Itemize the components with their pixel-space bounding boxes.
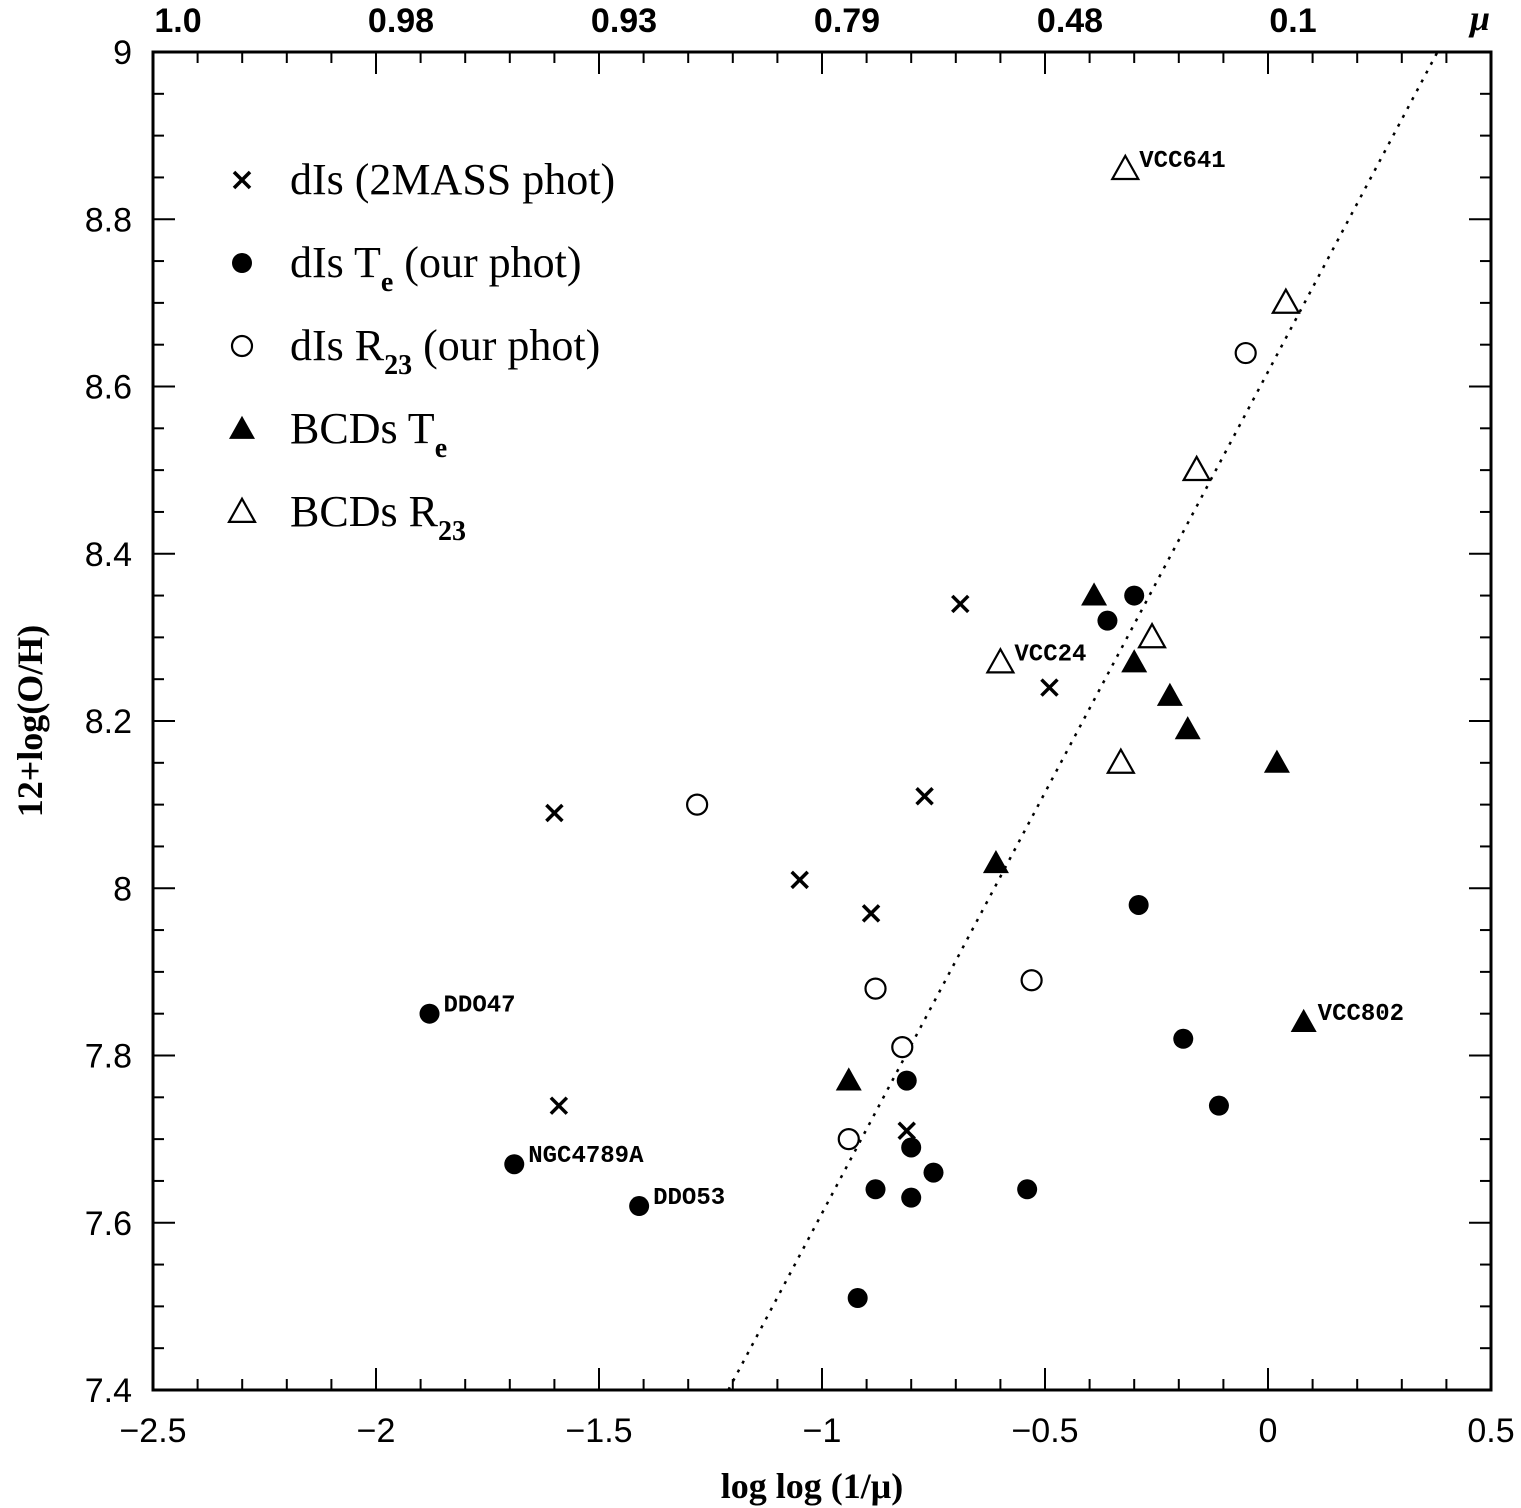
legend-label: dIs (2MASS phot): [290, 155, 615, 204]
data-point: [1208, 1095, 1229, 1116]
data-point: [419, 1003, 440, 1024]
data-point: [504, 1154, 525, 1175]
legend-marker: [229, 415, 255, 439]
data-point: [837, 1128, 860, 1151]
top-tick-label: 0.93: [591, 2, 657, 40]
data-point: [545, 803, 564, 823]
top-axis-tick-labels: 1.0 0.98 0.93 0.79 0.48 0.1: [154, 2, 1316, 40]
data-point: [1040, 678, 1059, 697]
data-point: [1290, 1008, 1317, 1032]
data-point: [1128, 894, 1149, 915]
axis-ticks: [152, 51, 1492, 1391]
fit-line: [727, 51, 1439, 1391]
y-tick-label: 8.4: [85, 536, 132, 574]
y-tick-label: 7.4: [85, 1372, 132, 1410]
y-tick-label: 8: [113, 870, 132, 908]
y-tick-label: 7.6: [85, 1205, 132, 1243]
data-point: [1137, 621, 1167, 649]
data-point: [897, 1121, 916, 1140]
data-point: [1121, 649, 1148, 673]
x-tick-label: −0.5: [1011, 1412, 1078, 1450]
data-markers: [419, 153, 1317, 1309]
data-point: [915, 787, 934, 806]
point-label: NGC4789A: [528, 1143, 644, 1170]
data-point: [864, 977, 887, 1000]
data-point: [865, 1179, 886, 1200]
data-point: [1081, 582, 1108, 606]
data-point: [1110, 153, 1141, 181]
legend-marker: [232, 253, 252, 273]
data-point: [1105, 747, 1136, 774]
data-point: [1020, 969, 1043, 992]
x-tick-label: −2.5: [119, 1412, 186, 1450]
data-point: [901, 1137, 922, 1158]
data-point: [1181, 454, 1212, 482]
legend-label: BCDs Te: [290, 404, 447, 464]
legend-label: dIs R23 (our phot): [290, 321, 600, 381]
y-tick-label: 7.8: [85, 1038, 132, 1076]
y-tick-label: 9: [113, 34, 132, 72]
x-tick-labels: −2.5 −2 −1.5 −1 −0.5 0 0.5: [119, 1412, 1514, 1450]
top-tick-label: 0.79: [814, 2, 880, 40]
data-point: [982, 849, 1009, 874]
data-point: [951, 594, 970, 614]
point-label: DDO47: [444, 993, 516, 1020]
fit-line-layer: [727, 51, 1439, 1391]
point-label: VCC802: [1318, 1001, 1404, 1028]
data-point: [790, 870, 809, 890]
x-tick-label: 0.5: [1467, 1412, 1514, 1450]
data-point: [896, 1070, 917, 1091]
legend: dIs (2MASS phot) dIs Te (our phot) dIs R23…: [227, 155, 615, 547]
x-tick-label: −1: [803, 1412, 842, 1450]
data-point: [1263, 749, 1290, 773]
data-point: [1097, 610, 1118, 631]
legend-label: BCDs R23: [290, 487, 466, 547]
x-tick-label: 0: [1259, 1412, 1278, 1450]
data-point: [1017, 1179, 1038, 1200]
data-point: [891, 1036, 914, 1059]
point-label: VCC24: [1014, 641, 1086, 668]
data-point: [629, 1196, 650, 1217]
data-point: [1124, 585, 1145, 606]
data-point: [901, 1187, 922, 1208]
data-point: [861, 904, 881, 923]
data-point: [1270, 287, 1301, 314]
data-point: [1156, 682, 1183, 706]
top-tick-label: 1.0: [154, 2, 201, 40]
top-tick-label: 0.98: [368, 2, 434, 40]
legend-marker: [230, 334, 254, 358]
point-label: DDO53: [653, 1185, 725, 1212]
data-point: [835, 1067, 862, 1091]
y-axis-title: 12+log(O/H): [10, 625, 50, 818]
data-point: [549, 1096, 569, 1115]
y-tick-label: 8.8: [85, 201, 132, 239]
legend-marker: [227, 496, 257, 524]
y-tick-labels: 7.4 7.6 7.8 8 8.2 8.4 8.6 8.8 9: [85, 34, 132, 1410]
legend-marker: [232, 170, 252, 190]
x-axis-title: log log (1/μ): [721, 1466, 903, 1506]
data-point: [985, 647, 1016, 674]
point-annotations: VCC641 VCC24 DDO47 NGC4789A DDO53 VCC802: [444, 148, 1405, 1212]
x-tick-label: −1.5: [565, 1412, 632, 1450]
point-label: VCC641: [1139, 148, 1225, 175]
top-tick-label: 0.1: [1269, 2, 1316, 40]
y-tick-label: 8.2: [85, 703, 132, 741]
data-point: [1234, 341, 1257, 365]
legend-label: dIs Te (our phot): [290, 238, 581, 298]
y-tick-label: 8.6: [85, 369, 132, 407]
data-point: [686, 793, 709, 816]
data-point: [1174, 716, 1201, 740]
top-tick-label: 0.48: [1037, 2, 1103, 40]
x-tick-label: −2: [357, 1412, 396, 1450]
data-point: [847, 1288, 868, 1309]
data-point: [1173, 1028, 1194, 1049]
top-axis-label: μ: [1468, 0, 1490, 38]
data-point: [923, 1162, 944, 1183]
